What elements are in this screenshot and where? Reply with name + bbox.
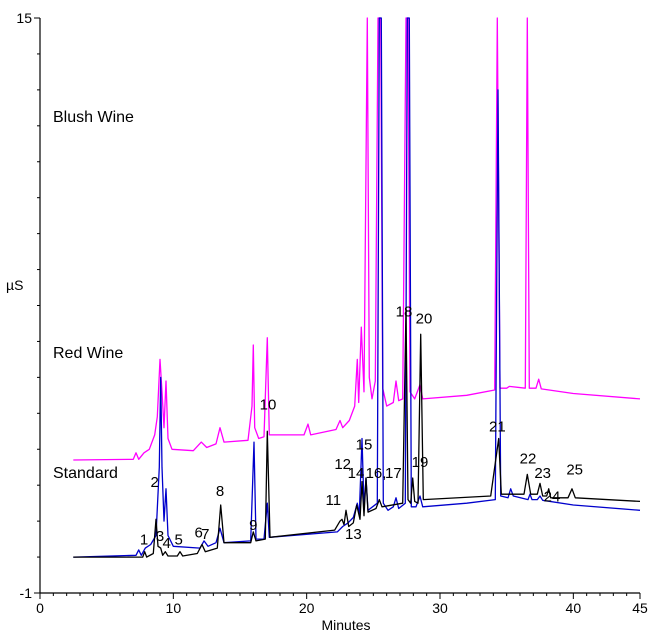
x-axis-title: Minutes xyxy=(321,617,370,633)
peak-label: 24 xyxy=(544,488,561,505)
peak-label: 9 xyxy=(249,517,257,534)
peak-label: 11 xyxy=(326,492,342,509)
peak-label: 16, xyxy=(366,465,387,482)
peak-label: 3 xyxy=(156,528,164,545)
peak-label: 10 xyxy=(260,397,277,414)
x-tick-label: 0 xyxy=(36,600,44,616)
peak-label: 19 xyxy=(412,454,429,471)
series-line-blush-wine xyxy=(73,17,641,461)
peak-label: 15 xyxy=(356,436,373,453)
tick-marks xyxy=(34,17,641,599)
peak-label: 17 xyxy=(385,465,402,482)
x-tick-label: 10 xyxy=(166,600,182,616)
peak-label: 13 xyxy=(345,526,362,543)
peak-label: 8 xyxy=(216,483,224,500)
peak-label: 1 xyxy=(140,531,148,548)
series-label-standard: Standard xyxy=(53,465,118,482)
peak-label: 21 xyxy=(489,418,506,435)
series-lines xyxy=(73,17,641,558)
peak-label: 6 xyxy=(194,524,202,541)
x-tick-label: 20 xyxy=(299,600,315,616)
chart-labels: µS Minutes Blush Wine Red Wine Standard … xyxy=(6,10,648,633)
series-label-blush-wine: Blush Wine xyxy=(53,109,134,126)
peak-label: 25 xyxy=(566,461,583,478)
series-line-red-wine xyxy=(73,17,641,558)
peak-label: 4 xyxy=(162,535,170,552)
peak-label: 20 xyxy=(416,310,433,327)
peak-label: 22 xyxy=(520,451,537,468)
peak-label: 18 xyxy=(396,303,413,320)
peak-label: 7 xyxy=(201,526,209,543)
peak-label: 23 xyxy=(534,465,551,482)
series-line-standard xyxy=(73,308,641,558)
x-tick-label: 30 xyxy=(432,600,448,616)
y-tick-label: 15 xyxy=(16,10,32,26)
peak-label: 2 xyxy=(150,474,158,491)
x-tick-label: 40 xyxy=(566,600,582,616)
peak-label: 12 xyxy=(334,456,351,473)
x-tick-label: 45 xyxy=(632,600,648,616)
peak-label: 5 xyxy=(174,531,182,548)
y-axis-title: µS xyxy=(6,277,23,293)
axes xyxy=(34,17,641,599)
y-tick-label: -1 xyxy=(20,585,33,601)
peak-label: 14 xyxy=(348,465,365,482)
series-label-red-wine: Red Wine xyxy=(53,345,123,362)
